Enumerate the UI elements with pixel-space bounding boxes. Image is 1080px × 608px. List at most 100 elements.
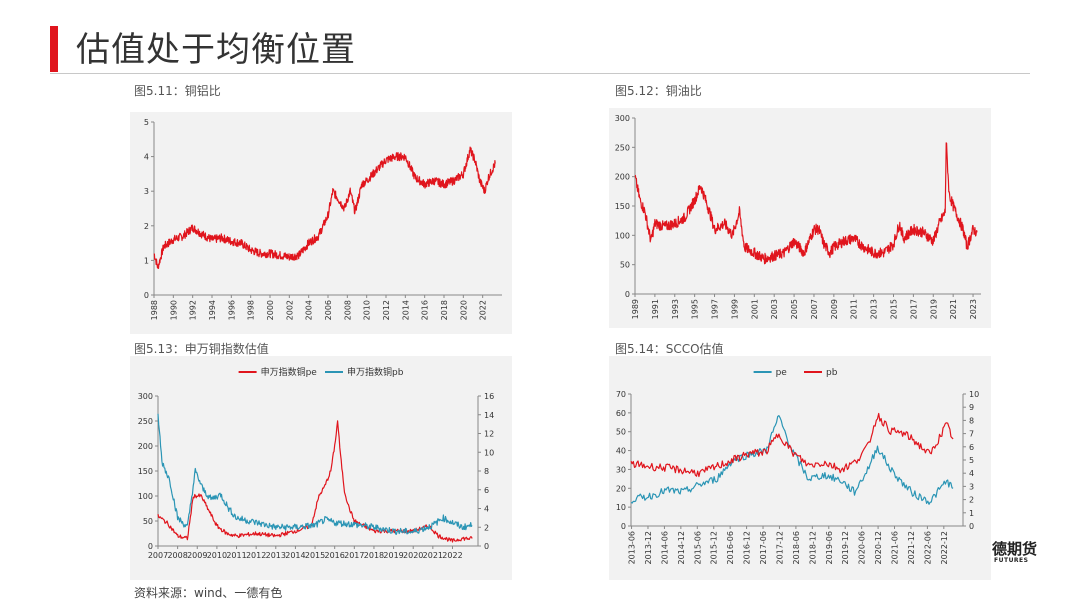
x-tick-label: 2019-06 (825, 531, 834, 564)
x-tick-label: 2020 (403, 551, 423, 560)
chart-scco-valuation: 0 10 20 30 40 50 60 70 0 1 2 3 4 5 6 7 8 9 10 2013-06 2013-1… (616, 368, 979, 564)
x-tick-label: 2021-06 (891, 531, 900, 564)
y-tick-label: 150 (615, 202, 630, 211)
x-tick-label: 2019 (383, 551, 403, 560)
x-tick-label: 2019 (929, 299, 938, 319)
x-tick-label: 2000 (266, 300, 275, 320)
x-tick-label: 1997 (711, 299, 720, 319)
x-tick-label: 1999 (730, 299, 739, 319)
x-tick-label: 2013-12 (644, 531, 653, 564)
x-tick-label: 2017-06 (759, 531, 768, 564)
figure-label-c1: 图5.11：铜铝比 (134, 84, 221, 98)
x-tick-label: 2016 (421, 300, 430, 320)
x-tick-label: 2006 (324, 300, 333, 320)
x-tick-label: 2014-12 (677, 531, 686, 564)
x-tick-label: 2017 (909, 299, 918, 319)
y2-tick-label: 0 (969, 522, 974, 531)
x-tick-label: 2011 (850, 299, 859, 319)
x-tick-label: 2020 (459, 300, 468, 320)
y-tick-label: 40 (616, 447, 626, 456)
y2-tick-label: 8 (484, 467, 489, 476)
logo-en-text: FUTURES (994, 557, 1029, 564)
y-tick-label: 5 (144, 118, 149, 127)
x-tick-label: 2014-06 (660, 531, 669, 564)
y-tick-label: 250 (615, 143, 630, 152)
y2-tick-label: 12 (484, 430, 494, 439)
y2-tick-label: 6 (484, 486, 489, 495)
title-divider (50, 73, 1030, 74)
y2-tick-label: 10 (484, 448, 494, 457)
title-accent-bar (50, 26, 58, 72)
y2-tick-label: 4 (969, 469, 974, 478)
chart-copper-oil-ratio: 0 50 100 150 200 250 300 1989 1991 1993 1995 1997 19… (615, 114, 981, 319)
figure-label-c3: 图5.13：申万铜指数估值 (134, 342, 269, 356)
y2-tick-label: 10 (969, 390, 979, 399)
series-line-c3-1 (157, 413, 473, 535)
x-tick-label: 2008 (167, 551, 187, 560)
y-tick-label: 20 (616, 484, 626, 493)
page-title: 估值处于均衡位置 (76, 30, 356, 70)
x-tick-label: 2010 (363, 300, 372, 320)
x-tick-label: 2007 (810, 299, 819, 319)
x-tick-label: 2020-12 (874, 531, 883, 564)
y-tick-label: 2 (144, 222, 149, 231)
figure-label-c2: 图5.12：铜油比 (615, 84, 702, 98)
x-tick-label: 2022 (442, 551, 462, 560)
x-tick-label: 2018-06 (792, 531, 801, 564)
x-tick-label: 1995 (691, 299, 700, 319)
x-tick-label: 2014 (401, 300, 410, 320)
x-tick-label: 2015 (305, 551, 325, 560)
x-tick-label: 2009 (187, 551, 207, 560)
x-tick-label: 2023 (969, 299, 978, 319)
y-tick-label: 50 (620, 261, 630, 270)
source-note: 资料来源：wind、一德有色 (134, 586, 283, 600)
y2-tick-label: 2 (969, 496, 974, 505)
y-tick-label: 0 (621, 522, 626, 531)
y-tick-label: 3 (144, 187, 149, 196)
x-tick-label: 2012 (246, 551, 266, 560)
figure-label-c4: 图5.14：SCCO估值 (615, 342, 724, 356)
series-line-c2-0 (634, 142, 978, 265)
legend-label: pe (776, 368, 788, 378)
y-tick-label: 30 (616, 465, 626, 474)
x-tick-label: 2015 (890, 299, 899, 319)
y-tick-label: 100 (615, 231, 630, 240)
x-tick-label: 2020-06 (858, 531, 867, 564)
y-tick-label: 4 (144, 153, 149, 162)
series-line-c1-0 (153, 146, 496, 269)
x-tick-label: 2018 (440, 300, 449, 320)
x-tick-label: 1988 (150, 300, 159, 320)
x-tick-label: 2007 (148, 551, 168, 560)
x-tick-label: 2018-12 (808, 531, 817, 564)
x-tick-label: 1992 (189, 300, 198, 320)
y-tick-label: 10 (616, 503, 626, 512)
x-tick-label: 2005 (790, 299, 799, 319)
y-tick-label: 200 (138, 442, 153, 451)
y-tick-label: 60 (616, 409, 626, 418)
x-tick-label: 2003 (770, 299, 779, 319)
x-tick-label: 1991 (651, 299, 660, 319)
x-tick-label: 2022-06 (923, 531, 932, 564)
x-tick-label: 2001 (750, 299, 759, 319)
x-tick-label: 1994 (208, 300, 217, 320)
chart-panel-sw-copper-valuation: 0 50 100 150 200 250 300 0 2 4 6 8 10 12 14 16 2007 2008 2… (130, 356, 512, 580)
y2-tick-label: 5 (969, 456, 974, 465)
x-tick-label: 2004 (305, 300, 314, 320)
y2-tick-label: 4 (484, 505, 489, 514)
y2-tick-label: 14 (484, 411, 494, 420)
x-tick-label: 2013 (870, 299, 879, 319)
legend-label: 申万指数铜pb (347, 366, 404, 378)
series-line-c4-1 (630, 412, 954, 478)
y2-tick-label: 9 (969, 403, 974, 412)
y-tick-label: 0 (148, 542, 153, 551)
x-tick-label: 1993 (671, 299, 680, 319)
x-tick-label: 2013 (266, 551, 286, 560)
x-tick-label: 2021-12 (907, 531, 916, 564)
y-tick-label: 200 (615, 173, 630, 182)
y-tick-label: 50 (616, 428, 626, 437)
y-tick-label: 50 (143, 517, 153, 526)
x-tick-label: 2012 (382, 300, 391, 320)
x-tick-label: 2016-06 (726, 531, 735, 564)
y-tick-label: 250 (138, 417, 153, 426)
legend-label: pb (826, 368, 838, 378)
